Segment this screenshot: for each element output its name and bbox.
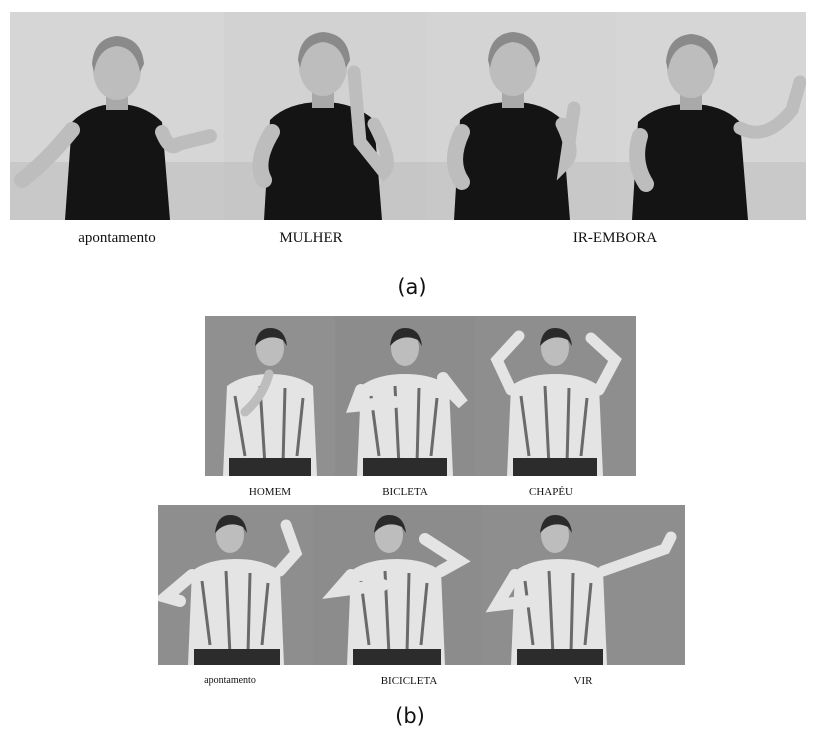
panel-b-row1-caption-2: BICLETA [382, 486, 428, 498]
panel-b-row2-frame-2 [313, 505, 481, 665]
panel-a-caption-3: IR-EMBORA [572, 230, 658, 246]
panel-b-row1-caption-3: CHAPÉU [528, 486, 574, 498]
panel-b-row1-frame-3 [475, 316, 636, 476]
panel-b-row1-frame-2 [335, 316, 475, 476]
panel-a-caption-1: apontamento [78, 230, 156, 246]
panel-b-row1-photo-strip [205, 316, 636, 476]
panel-b-row2-caption-2: BICICLETA [380, 675, 438, 687]
panel-a-label: (a) [397, 275, 427, 299]
panel-a-caption-2: MULHER [279, 230, 343, 246]
panel-b-row1-caption-1: HOMEM [248, 486, 292, 498]
panel-b-row1-frame-1 [205, 316, 335, 476]
panel-b-row2-frame-3 [481, 505, 685, 665]
panel-a-frame-4 [616, 12, 806, 220]
panel-b-row2-frame-1 [158, 505, 313, 665]
panel-b-label: (b) [395, 704, 425, 728]
panel-a-frame-3 [426, 12, 616, 220]
panel-a-frame-1 [10, 12, 224, 220]
panel-a-photo-strip [10, 12, 806, 220]
panel-a-frame-2 [224, 12, 426, 220]
panel-b-row2-caption-1: apontamento [204, 675, 256, 686]
panel-b-row2-caption-3: VIR [573, 675, 593, 687]
panel-b-row2-photo-strip [158, 505, 685, 665]
